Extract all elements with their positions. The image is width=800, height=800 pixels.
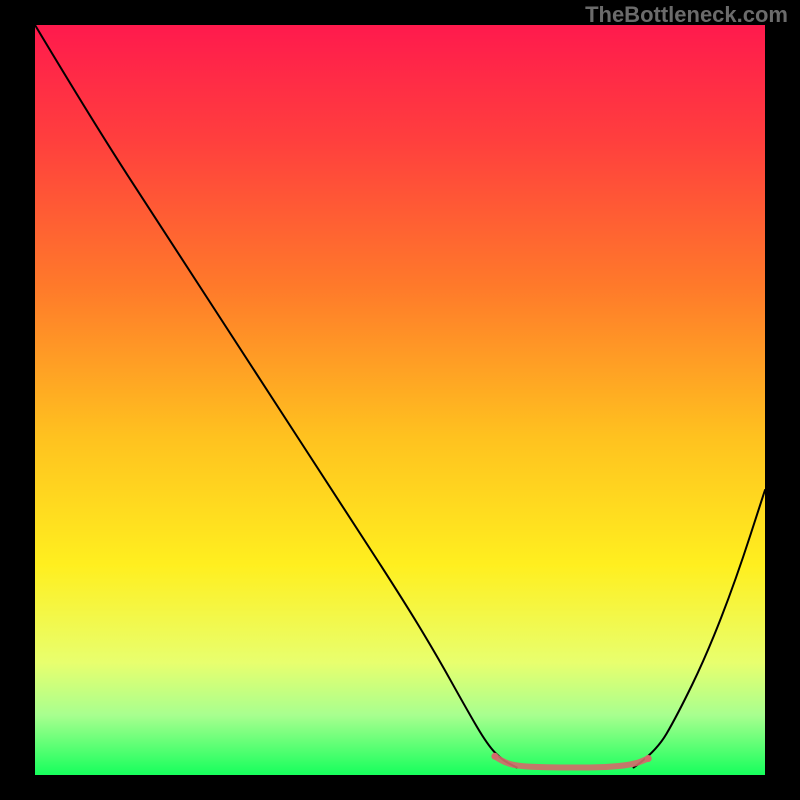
bottleneck-chart (0, 0, 800, 800)
watermark-text: TheBottleneck.com (585, 2, 788, 28)
plot-background (35, 25, 765, 775)
basin-endpoint-marker (491, 753, 498, 760)
chart-container: TheBottleneck.com (0, 0, 800, 800)
basin-endpoint-marker (645, 755, 652, 762)
